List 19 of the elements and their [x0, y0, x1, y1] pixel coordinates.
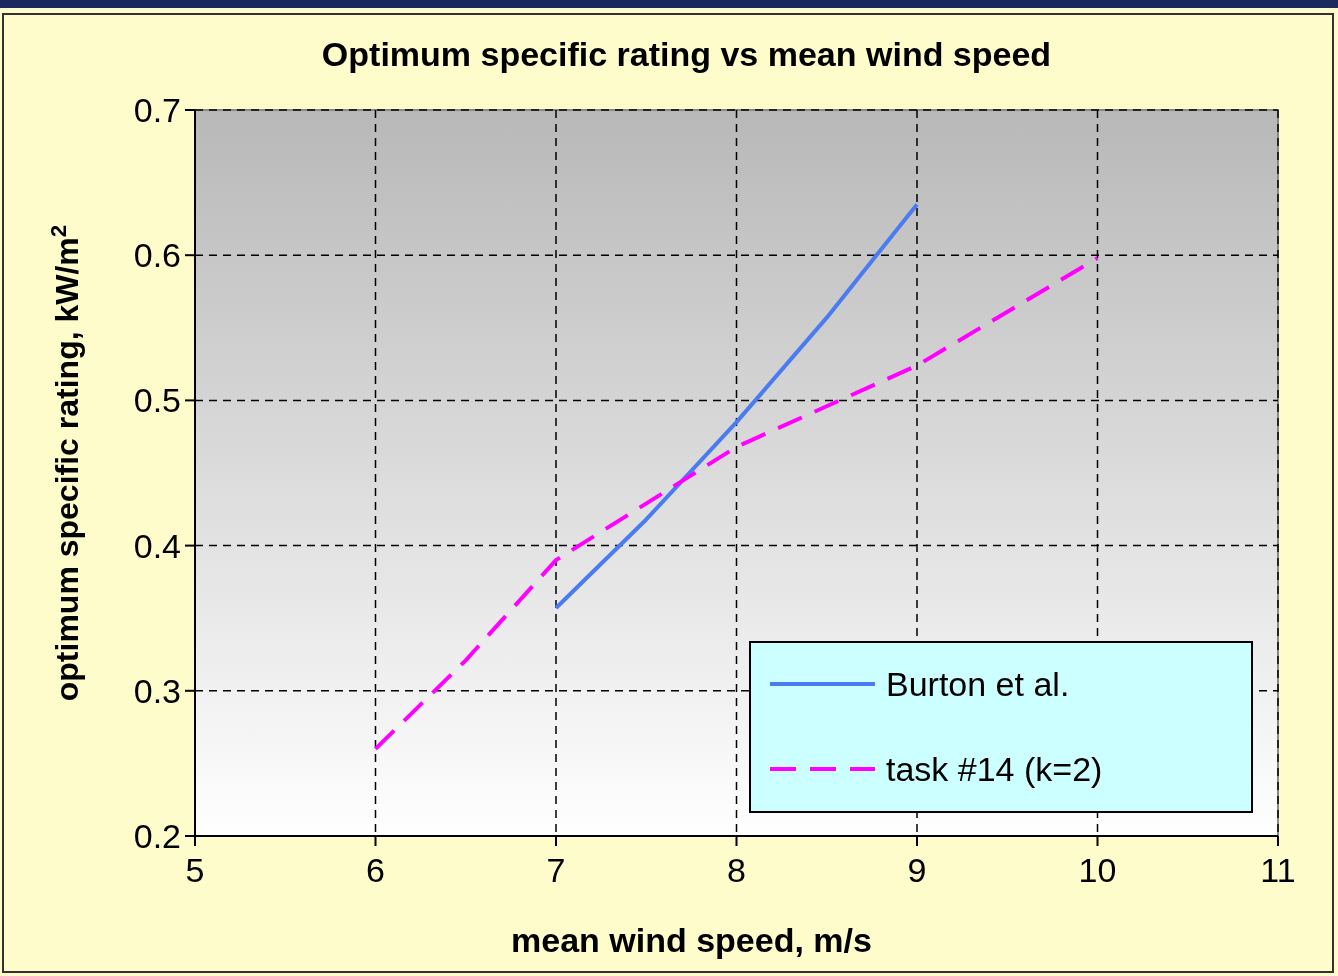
line-series [373, 256, 1100, 751]
y-tick-label: 0.6 [133, 236, 181, 275]
legend-label: Burton et al. [886, 665, 1070, 703]
x-tick-label: 7 [546, 851, 566, 889]
x-tick-label: 9 [907, 851, 927, 889]
y-tick-label: 0.5 [133, 381, 181, 420]
x-axis-title: mean wind speed, m/s [511, 921, 872, 959]
chart-title: Optimum specific rating vs mean wind speed [321, 35, 1052, 73]
x-tick-label: 8 [727, 851, 746, 889]
legend-label: task #14 (k=2) [886, 750, 1103, 788]
y-tick-label: 0.2 [133, 817, 181, 855]
x-tick-label: 6 [366, 851, 385, 889]
line-series [554, 202, 919, 611]
x-tick-label: 5 [185, 851, 205, 889]
y-tick-label: 0.3 [133, 671, 181, 710]
y-tick-label: 0.4 [133, 526, 181, 565]
x-tick-label: 11 [1260, 851, 1296, 889]
x-tick-label: 10 [1078, 851, 1117, 889]
y-tick-label: 0.7 [133, 91, 181, 129]
